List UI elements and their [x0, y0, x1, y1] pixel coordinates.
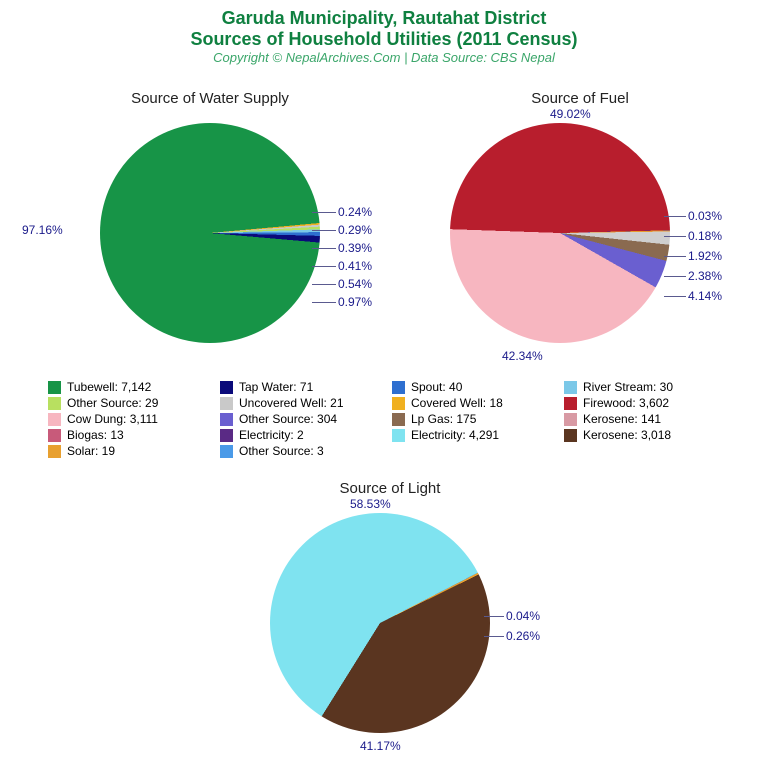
legend-text: Biogas: 13	[67, 428, 124, 442]
legend-swatch	[392, 429, 405, 442]
legend-item: Uncovered Well: 21	[220, 396, 384, 410]
legend-swatch	[48, 413, 61, 426]
leader-line	[664, 296, 686, 297]
chart-fuel-title: Source of Fuel	[420, 90, 740, 107]
legend-swatch	[220, 381, 233, 394]
fuel-side-label: 4.14%	[688, 289, 722, 303]
legend: Tubewell: 7,142 Tap Water: 71 Spout: 40 Riv…	[48, 380, 728, 458]
legend-swatch	[564, 381, 577, 394]
legend-item: Kerosene: 141	[564, 412, 728, 426]
legend-swatch	[48, 397, 61, 410]
leader-line	[664, 236, 686, 237]
subtitle: Copyright © NepalArchives.Com | Data Sou…	[0, 50, 768, 65]
legend-swatch	[220, 445, 233, 458]
legend-item: Kerosene: 3,018	[564, 428, 728, 442]
light-top-label: 58.53%	[350, 497, 391, 511]
fuel-top-label: 49.02%	[550, 107, 591, 121]
leader-line	[664, 216, 686, 217]
legend-text: Electricity: 2	[239, 428, 304, 442]
fuel-side-label: 2.38%	[688, 269, 722, 283]
legend-swatch	[48, 445, 61, 458]
light-bottom-label: 41.17%	[360, 739, 401, 753]
chart-fuel: Source of Fuel 49.02% 42.34% 0.03% 0.18% 1…	[420, 90, 740, 389]
legend-swatch	[564, 413, 577, 426]
pie-water	[100, 123, 320, 343]
legend-swatch	[48, 381, 61, 394]
legend-swatch	[392, 381, 405, 394]
legend-text: Covered Well: 18	[411, 396, 503, 410]
legend-swatch	[220, 429, 233, 442]
chart-water: Source of Water Supply 97.16% 0.24%0.29%…	[60, 90, 360, 373]
legend-item: Lp Gas: 175	[392, 412, 556, 426]
legend-item: Solar: 19	[48, 444, 212, 458]
legend-text: Electricity: 4,291	[411, 428, 499, 442]
leader-line	[312, 284, 336, 285]
legend-swatch	[220, 413, 233, 426]
leader-line	[312, 230, 336, 231]
water-side-label: 0.54%	[338, 277, 372, 291]
leader-line	[664, 256, 686, 257]
fuel-bottom-label: 42.34%	[502, 349, 543, 363]
pie-light	[270, 513, 490, 733]
water-side-label: 0.97%	[338, 295, 372, 309]
legend-text: Cow Dung: 3,111	[67, 412, 158, 426]
legend-item: River Stream: 30	[564, 380, 728, 394]
water-side-label: 0.41%	[338, 259, 372, 273]
legend-item: Other Source: 29	[48, 396, 212, 410]
leader-line	[484, 616, 504, 617]
legend-swatch	[220, 397, 233, 410]
legend-text: Firewood: 3,602	[583, 396, 669, 410]
chart-light: Source of Light 58.53% 41.17% 0.04% 0.26%	[220, 480, 560, 779]
light-side-label: 0.26%	[506, 629, 540, 643]
fuel-side-label: 0.03%	[688, 209, 722, 223]
legend-item: Firewood: 3,602	[564, 396, 728, 410]
water-big-label: 97.16%	[22, 223, 63, 237]
fuel-side-label: 0.18%	[688, 229, 722, 243]
legend-item: Biogas: 13	[48, 428, 212, 442]
legend-text: Other Source: 304	[239, 412, 337, 426]
legend-item: Covered Well: 18	[392, 396, 556, 410]
legend-text: Uncovered Well: 21	[239, 396, 344, 410]
legend-text: Other Source: 3	[239, 444, 324, 458]
legend-item: Electricity: 4,291	[392, 428, 556, 442]
leader-line	[312, 212, 336, 213]
light-side-label: 0.04%	[506, 609, 540, 623]
pie-fuel	[450, 123, 670, 343]
legend-swatch	[48, 429, 61, 442]
leader-line	[664, 276, 686, 277]
header-block: Garuda Municipality, Rautahat District S…	[0, 0, 768, 65]
title-line-2: Sources of Household Utilities (2011 Cen…	[0, 29, 768, 50]
legend-item: Electricity: 2	[220, 428, 384, 442]
title-line-1: Garuda Municipality, Rautahat District	[0, 8, 768, 29]
legend-text: Solar: 19	[67, 444, 115, 458]
legend-text: Kerosene: 141	[583, 412, 661, 426]
legend-item: Spout: 40	[392, 380, 556, 394]
legend-text: Other Source: 29	[67, 396, 158, 410]
legend-swatch	[564, 397, 577, 410]
legend-item: Tap Water: 71	[220, 380, 384, 394]
legend-text: Spout: 40	[411, 380, 462, 394]
fuel-side-label: 1.92%	[688, 249, 722, 263]
water-side-label: 0.24%	[338, 205, 372, 219]
legend-swatch	[392, 413, 405, 426]
leader-line	[312, 302, 336, 303]
legend-text: Lp Gas: 175	[411, 412, 476, 426]
legend-text: Tap Water: 71	[239, 380, 313, 394]
water-side-label: 0.29%	[338, 223, 372, 237]
legend-text: Kerosene: 3,018	[583, 428, 671, 442]
legend-item: Cow Dung: 3,111	[48, 412, 212, 426]
legend-item: Other Source: 304	[220, 412, 384, 426]
chart-light-title: Source of Light	[220, 480, 560, 497]
legend-item: Other Source: 3	[220, 444, 384, 458]
leader-line	[312, 248, 336, 249]
legend-text: Tubewell: 7,142	[67, 380, 151, 394]
legend-text: River Stream: 30	[583, 380, 673, 394]
legend-item: Tubewell: 7,142	[48, 380, 212, 394]
water-side-label: 0.39%	[338, 241, 372, 255]
legend-swatch	[564, 429, 577, 442]
leader-line	[312, 266, 336, 267]
legend-swatch	[392, 397, 405, 410]
chart-water-title: Source of Water Supply	[60, 90, 360, 107]
leader-line	[484, 636, 504, 637]
